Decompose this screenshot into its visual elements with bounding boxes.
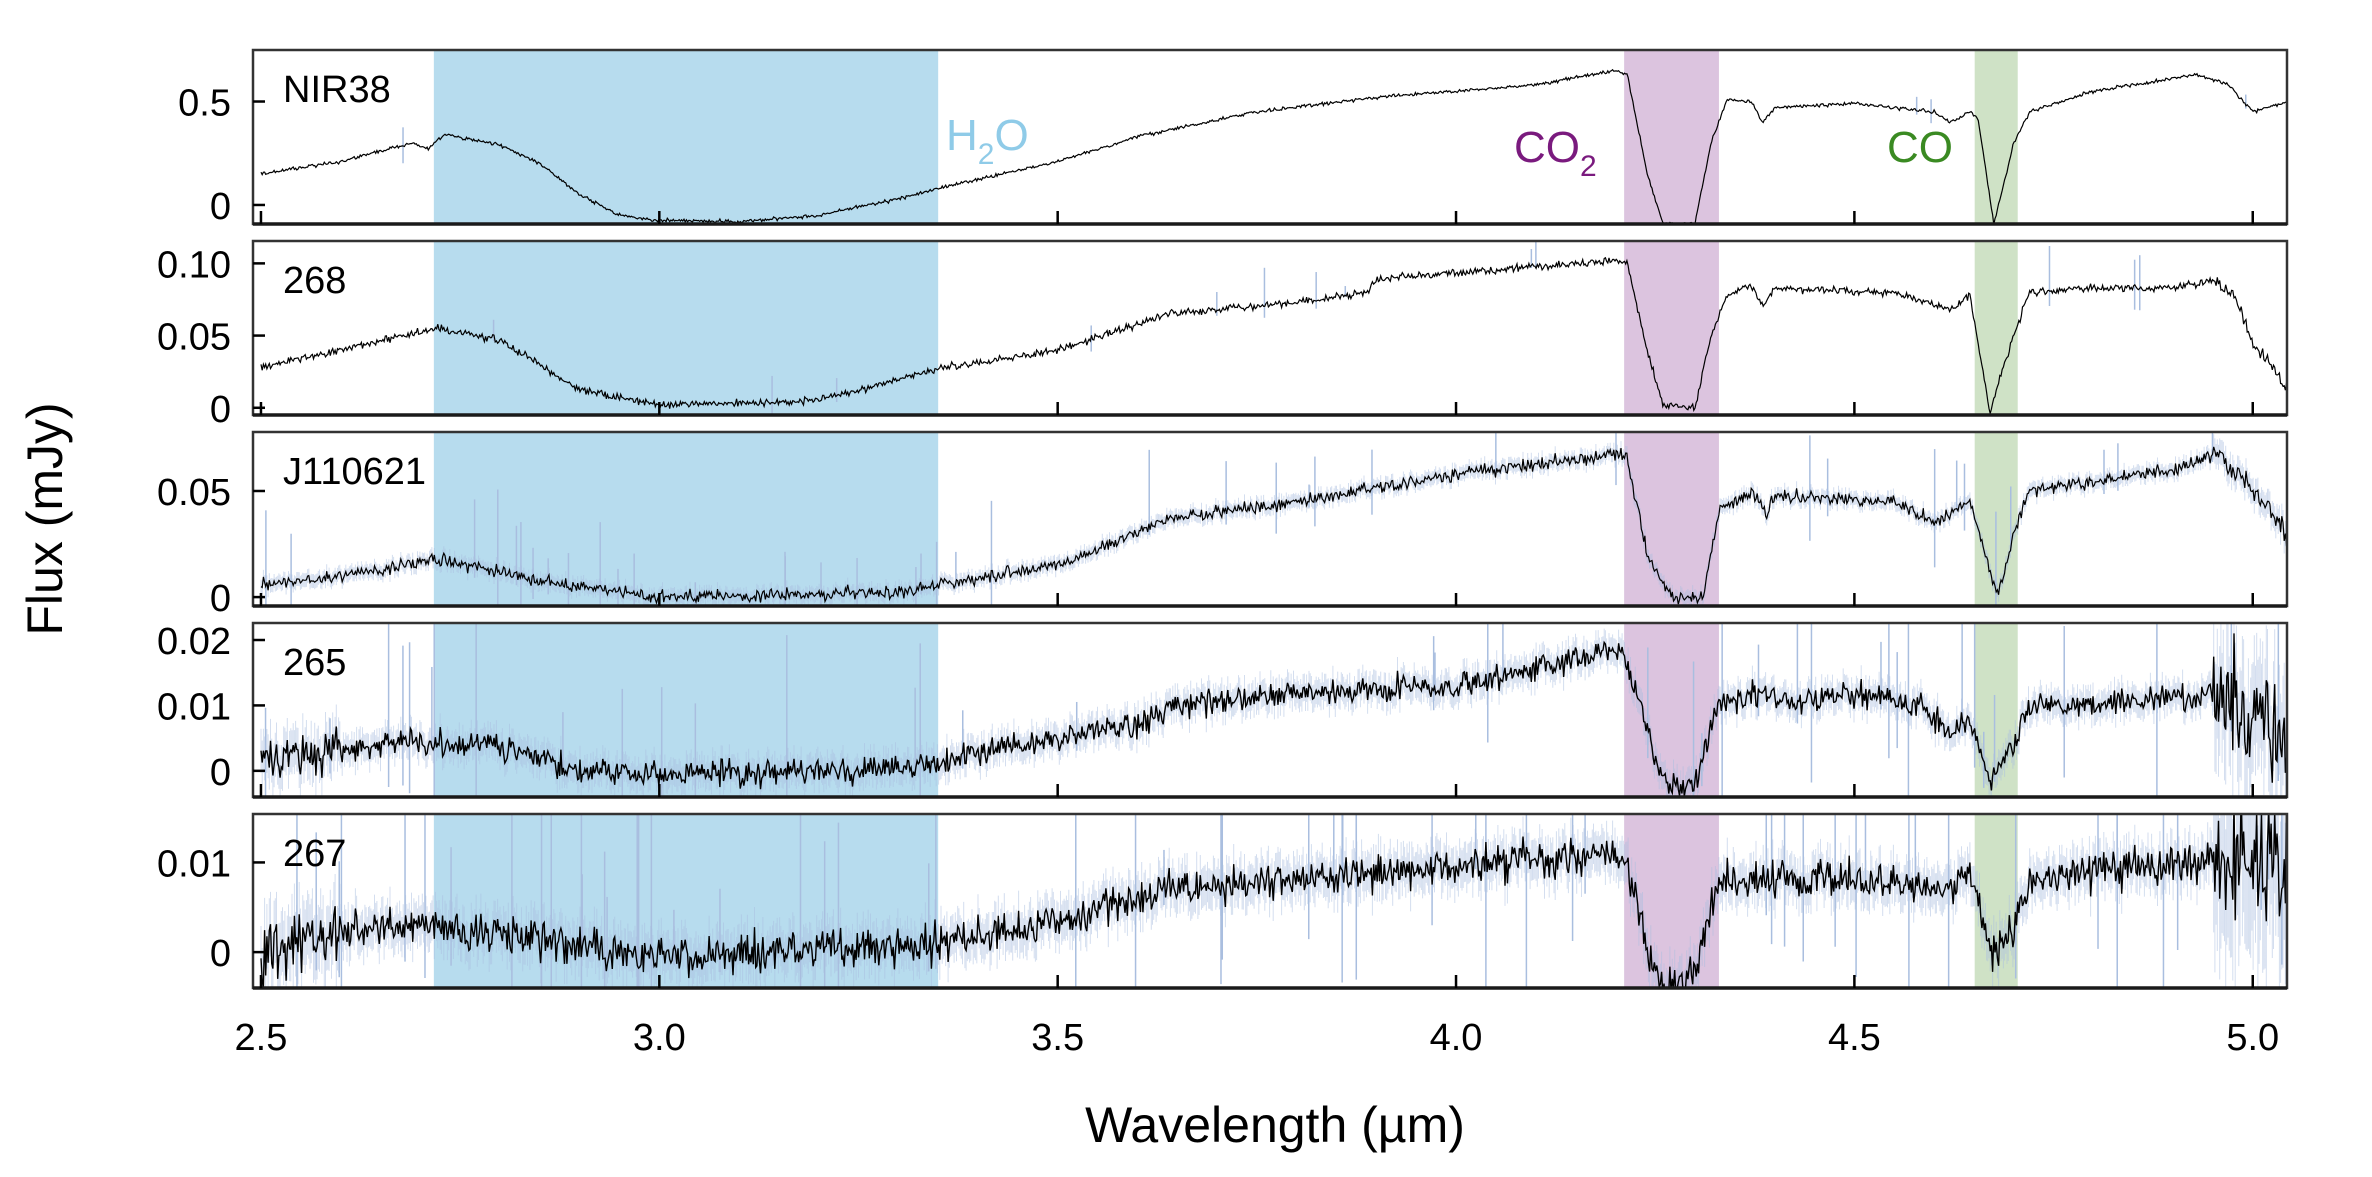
y-tick-label: 0 (210, 186, 231, 228)
panel-label: NIR38 (283, 69, 391, 111)
x-tick-label: 2.5 (235, 1017, 288, 1059)
band-h2o (433, 50, 939, 224)
panel-265: 0 0.01 0.02 265 (157, 621, 2289, 799)
y-tick-label: 0.10 (157, 244, 231, 286)
y-tick-label: 0.02 (157, 621, 231, 663)
panel-J110621: 0 0.05 J110621 (157, 430, 2289, 620)
band-co2 (1624, 623, 1719, 797)
y-tick-label: 0.01 (157, 843, 231, 885)
band-label-tail: O (994, 111, 1028, 160)
panel-plot-area (260, 432, 2287, 606)
panels: 0 0.5 NIR38 0 0.05 0.10 268 0 0.05 J110621 0 0.01 0.… (157, 48, 2289, 990)
panel-NIR38: 0 0.5 NIR38 (178, 48, 2289, 228)
band-co2 (1624, 50, 1719, 224)
spectrum-line-268 (260, 256, 2287, 414)
band-h2o (433, 432, 939, 606)
panel-plot-area (260, 623, 2287, 797)
band-label-subscript: 2 (1580, 150, 1597, 183)
band-co2 (1624, 432, 1719, 606)
y-tick-label: 0.05 (157, 472, 231, 514)
y-tick-label: 0.5 (178, 83, 231, 125)
panel-plot-area (260, 814, 2287, 988)
y-tick-label: 0 (210, 752, 231, 794)
y-axis-label: Flux (mJy) (17, 402, 73, 635)
band-h2o (433, 241, 939, 415)
band-label-co: CO (1887, 123, 1953, 172)
band-label-main: CO (1887, 123, 1953, 172)
y-tick-label: 0 (210, 578, 231, 620)
x-tick-labels: 2.5 3.0 3.5 4.0 4.5 5.0 (235, 1017, 2280, 1059)
band-co (1974, 241, 2018, 415)
x-tick-label: 4.0 (1430, 1017, 1483, 1059)
spectrum-line-NIR38 (260, 68, 2287, 224)
y-tick-label: 0 (210, 933, 231, 975)
band-label-main: H (946, 111, 978, 160)
panel-267: 0 0.01 267 (157, 812, 2289, 990)
x-tick-label: 5.0 (2226, 1017, 2279, 1059)
panel-268: 0 0.05 0.10 268 (157, 239, 2289, 431)
panel-label: 268 (283, 260, 346, 302)
spectrum-line-J110621 (260, 446, 2287, 605)
band-co (1974, 50, 2018, 224)
band-label-co2: CO2 (1514, 123, 1597, 183)
x-tick-label: 3.5 (1031, 1017, 1084, 1059)
band-co2 (1624, 241, 1719, 415)
x-tick-label: 4.5 (1828, 1017, 1881, 1059)
panel-label: 265 (283, 642, 346, 684)
x-tick-label: 3.0 (633, 1017, 686, 1059)
band-label-main: CO (1514, 123, 1580, 172)
panel-plot-area (260, 241, 2287, 415)
x-axis-label: Wavelength (µm) (1085, 1097, 1465, 1153)
y-tick-label: 0 (210, 389, 231, 431)
y-tick-label: 0.05 (157, 317, 231, 359)
y-tick-label: 0.01 (157, 686, 231, 728)
band-label-h2o: H2O (946, 111, 1029, 171)
spectrum-line-265 (260, 633, 2287, 797)
band-label-subscript: 2 (978, 138, 995, 171)
panel-label: J110621 (283, 451, 426, 493)
panel-plot-area (260, 50, 2287, 224)
panel-label: 267 (283, 833, 346, 875)
spectrum-line-267 (260, 814, 2287, 988)
